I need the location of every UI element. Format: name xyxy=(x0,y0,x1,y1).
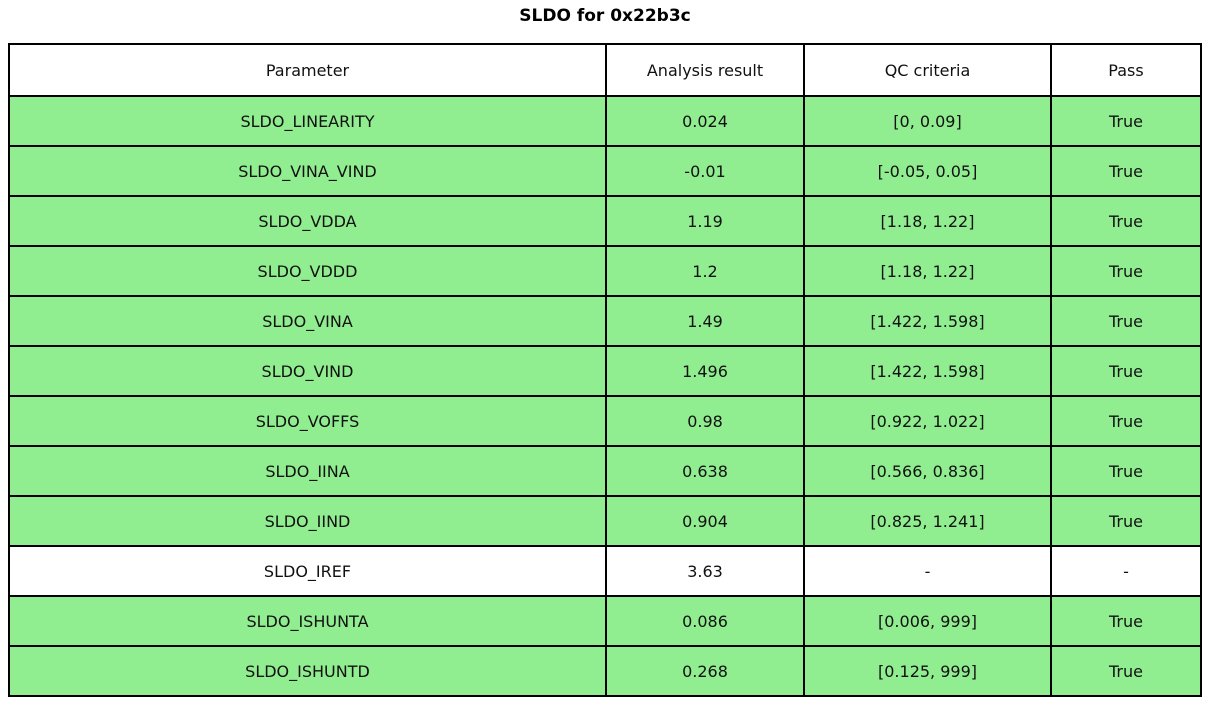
qc-criteria-cell: [1.422, 1.598] xyxy=(803,295,1052,347)
table-row: SLDO_VDDD 1.2 [1.18, 1.22] True xyxy=(8,245,1202,297)
page-title: SLDO for 0x22b3c xyxy=(519,6,691,26)
parameter-cell: SLDO_IIND xyxy=(8,495,607,547)
qc-criteria-cell: [0.825, 1.241] xyxy=(803,495,1052,547)
qc-criteria-cell: [0.125, 999] xyxy=(803,645,1052,697)
pass-cell: True xyxy=(1050,395,1202,447)
analysis-result-cell: 0.904 xyxy=(605,495,805,547)
column-header: Pass xyxy=(1050,43,1202,97)
header-row: Parameter Analysis result QC criteria Pa… xyxy=(8,43,1202,97)
analysis-result-cell: 1.496 xyxy=(605,345,805,397)
pass-cell: True xyxy=(1050,245,1202,297)
table-row: SLDO_IINA 0.638 [0.566, 0.836] True xyxy=(8,445,1202,497)
pass-cell: True xyxy=(1050,95,1202,147)
parameter-cell: SLDO_VDDD xyxy=(8,245,607,297)
qc-criteria-cell: - xyxy=(803,545,1052,597)
analysis-result-cell: 3.63 xyxy=(605,545,805,597)
analysis-result-cell: 0.024 xyxy=(605,95,805,147)
analysis-result-cell: 1.19 xyxy=(605,195,805,247)
parameter-cell: SLDO_VINA_VIND xyxy=(8,145,607,197)
qc-criteria-cell: [0, 0.09] xyxy=(803,95,1052,147)
pass-cell: True xyxy=(1050,595,1202,647)
table-row: SLDO_VOFFS 0.98 [0.922, 1.022] True xyxy=(8,395,1202,447)
pass-cell: True xyxy=(1050,195,1202,247)
parameter-cell: SLDO_IREF xyxy=(8,545,607,597)
table-row: SLDO_IIND 0.904 [0.825, 1.241] True xyxy=(8,495,1202,547)
qc-criteria-cell: [1.18, 1.22] xyxy=(803,245,1052,297)
analysis-result-cell: 0.638 xyxy=(605,445,805,497)
qc-criteria-cell: [0.006, 999] xyxy=(803,595,1052,647)
qc-criteria-cell: [-0.05, 0.05] xyxy=(803,145,1052,197)
parameter-cell: SLDO_LINEARITY xyxy=(8,95,607,147)
table-row: SLDO_VIND 1.496 [1.422, 1.598] True xyxy=(8,345,1202,397)
column-header: QC criteria xyxy=(803,43,1052,97)
column-header: Analysis result xyxy=(605,43,805,97)
analysis-result-cell: 0.98 xyxy=(605,395,805,447)
parameter-cell: SLDO_VDDA xyxy=(8,195,607,247)
analysis-result-cell: 1.2 xyxy=(605,245,805,297)
pass-cell: True xyxy=(1050,645,1202,697)
qc-criteria-cell: [0.922, 1.022] xyxy=(803,395,1052,447)
parameter-cell: SLDO_IINA xyxy=(8,445,607,497)
pass-cell: True xyxy=(1050,345,1202,397)
pass-cell: True xyxy=(1050,145,1202,197)
table-row: SLDO_IREF 3.63 - - xyxy=(8,545,1202,597)
qc-criteria-cell: [0.566, 0.836] xyxy=(803,445,1052,497)
parameter-cell: SLDO_VIND xyxy=(8,345,607,397)
parameter-cell: SLDO_VOFFS xyxy=(8,395,607,447)
table-row: SLDO_ISHUNTA 0.086 [0.006, 999] True xyxy=(8,595,1202,647)
pass-cell: True xyxy=(1050,495,1202,547)
table-body: SLDO_LINEARITY 0.024 [0, 0.09] True SLDO… xyxy=(8,95,1202,697)
parameter-cell: SLDO_ISHUNTA xyxy=(8,595,607,647)
table-row: SLDO_LINEARITY 0.024 [0, 0.09] True xyxy=(8,95,1202,147)
table-header: Parameter Analysis result QC criteria Pa… xyxy=(8,43,1202,97)
analysis-result-cell: 0.086 xyxy=(605,595,805,647)
parameter-cell: SLDO_VINA xyxy=(8,295,607,347)
table-row: SLDO_VINA 1.49 [1.422, 1.598] True xyxy=(8,295,1202,347)
qc-criteria-cell: [1.18, 1.22] xyxy=(803,195,1052,247)
analysis-result-cell: 1.49 xyxy=(605,295,805,347)
pass-cell: - xyxy=(1050,545,1202,597)
analysis-result-cell: -0.01 xyxy=(605,145,805,197)
pass-cell: True xyxy=(1050,295,1202,347)
parameter-cell: SLDO_ISHUNTD xyxy=(8,645,607,697)
table-row: SLDO_VDDA 1.19 [1.18, 1.22] True xyxy=(8,195,1202,247)
analysis-result-cell: 0.268 xyxy=(605,645,805,697)
table-row: SLDO_VINA_VIND -0.01 [-0.05, 0.05] True xyxy=(8,145,1202,197)
column-header: Parameter xyxy=(8,43,607,97)
qc-results-table: Parameter Analysis result QC criteria Pa… xyxy=(8,43,1202,697)
table-row: SLDO_ISHUNTD 0.268 [0.125, 999] True xyxy=(8,645,1202,697)
pass-cell: True xyxy=(1050,445,1202,497)
qc-criteria-cell: [1.422, 1.598] xyxy=(803,345,1052,397)
